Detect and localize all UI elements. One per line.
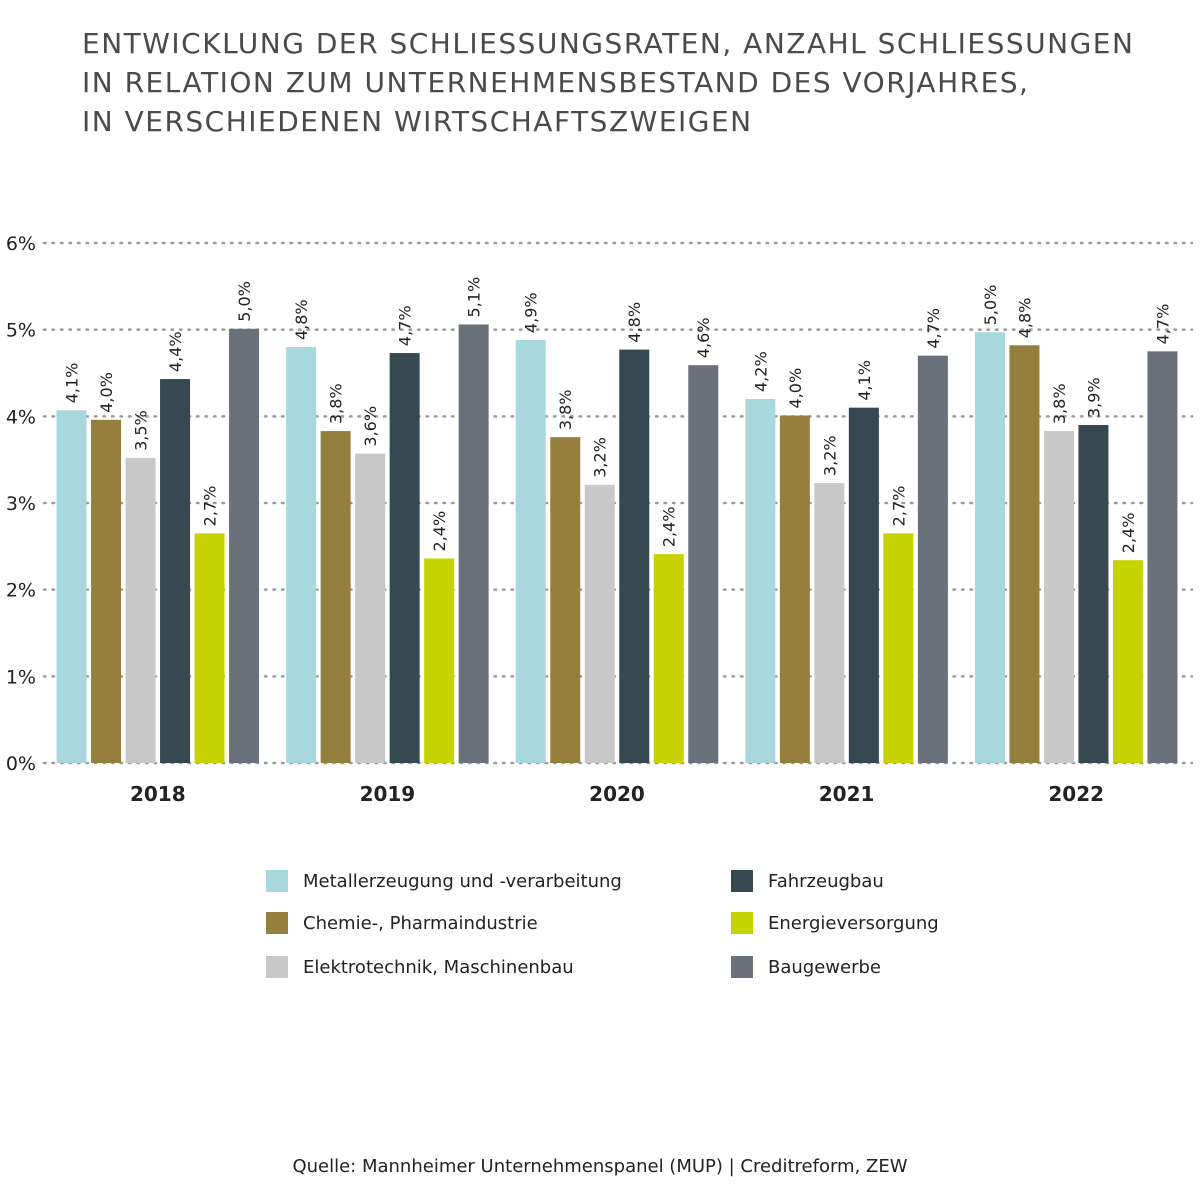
legend-item-elektrotechnik: Elektrotechnik, Maschinenbau	[266, 956, 574, 978]
bar	[550, 437, 581, 763]
data-label: 2,7%	[201, 486, 220, 527]
data-label: 2,4%	[1119, 513, 1138, 554]
y-tick-label: 0%	[6, 753, 36, 775]
legend-label: Chemie-, Pharmaindustrie	[303, 912, 538, 934]
bar	[1043, 431, 1074, 763]
legend-item-fahrzeugbau: Fahrzeugbau	[731, 870, 884, 892]
y-tick-label: 2%	[6, 580, 36, 602]
legend-item-metallerzeugung: Metallerzeugung und -verarbeitung	[266, 870, 622, 892]
bar	[848, 407, 879, 763]
legend-label: Metallerzeugung und -verarbeitung	[303, 870, 622, 892]
bar	[584, 484, 615, 763]
legend-swatch	[731, 956, 753, 978]
data-label: 2,4%	[430, 511, 449, 552]
bar	[653, 554, 684, 763]
legend-swatch	[266, 956, 288, 978]
bar	[355, 453, 386, 763]
legend-swatch	[731, 912, 753, 934]
data-label: 4,8%	[625, 302, 644, 343]
data-label: 4,0%	[97, 372, 116, 413]
bar	[779, 415, 810, 763]
legend-item-baugewerbe: Baugewerbe	[731, 956, 881, 978]
bar	[1112, 560, 1143, 763]
data-label: 4,2%	[751, 351, 770, 392]
bar	[320, 431, 351, 763]
bar	[745, 399, 776, 763]
data-label: 4,8%	[292, 299, 311, 340]
bar	[424, 558, 455, 763]
data-label: 5,0%	[981, 285, 1000, 326]
y-tick-label: 1%	[6, 666, 36, 688]
x-tick-label: 2018	[130, 782, 186, 806]
y-tick-label: 4%	[6, 406, 36, 428]
chart-title-line-1: ENTWICKLUNG DER SCHLIESSUNGSRATEN, ANZAH…	[82, 27, 1135, 60]
bar	[515, 340, 546, 763]
data-label: 4,0%	[786, 368, 805, 409]
data-label: 4,1%	[63, 363, 82, 404]
bar	[619, 349, 650, 763]
bar	[1147, 351, 1178, 763]
bar	[389, 353, 420, 763]
data-label: 2,7%	[889, 486, 908, 527]
data-label: 4,8%	[1015, 298, 1034, 339]
bar	[125, 457, 156, 763]
chart-title: ENTWICKLUNG DER SCHLIESSUNGSRATEN, ANZAH…	[82, 24, 1162, 141]
data-label: 3,6%	[361, 406, 380, 447]
legend-label: Elektrotechnik, Maschinenbau	[303, 956, 574, 978]
data-label: 3,2%	[591, 437, 610, 478]
bar	[229, 328, 260, 763]
bar	[1078, 425, 1109, 763]
data-label: 4,9%	[522, 292, 541, 333]
y-tick-label: 6%	[6, 233, 36, 255]
bar	[286, 347, 317, 763]
bar	[160, 379, 191, 763]
bar	[814, 483, 845, 763]
chart-title-line-3: IN VERSCHIEDENEN WIRTSCHAFTSZWEIGEN	[82, 105, 753, 138]
y-tick-label: 3%	[6, 493, 36, 515]
data-label: 3,8%	[327, 383, 346, 424]
legend-label: Baugewerbe	[768, 956, 881, 978]
data-label: 5,0%	[235, 281, 254, 322]
x-tick-label: 2021	[819, 782, 875, 806]
data-label: 4,4%	[166, 331, 185, 372]
x-tick-label: 2022	[1048, 782, 1104, 806]
bar	[688, 365, 719, 763]
legend-swatch	[266, 912, 288, 934]
data-label: 4,7%	[924, 308, 943, 349]
data-label: 5,1%	[465, 277, 484, 318]
bar	[883, 533, 914, 763]
bar	[1009, 345, 1040, 763]
chart-title-line-2: IN RELATION ZUM UNTERNEHMENSBESTAND DES …	[82, 66, 1030, 99]
legend-swatch	[266, 870, 288, 892]
data-label: 3,8%	[1050, 383, 1069, 424]
data-label: 3,2%	[820, 435, 839, 476]
bar	[458, 324, 489, 763]
data-label: 4,7%	[396, 305, 415, 346]
legend-swatch	[731, 870, 753, 892]
legend-item-chemie: Chemie-, Pharmaindustrie	[266, 912, 538, 934]
bar	[917, 355, 948, 763]
data-label: 4,1%	[855, 360, 874, 401]
bar	[194, 533, 225, 763]
bar	[974, 332, 1005, 763]
bar	[56, 410, 87, 763]
data-label: 4,7%	[1153, 304, 1172, 345]
legend-label: Fahrzeugbau	[768, 870, 884, 892]
x-tick-label: 2020	[589, 782, 645, 806]
bar	[91, 419, 122, 763]
legend-label: Energieversorgung	[768, 912, 939, 934]
data-label: 4,6%	[694, 318, 713, 359]
data-label: 3,5%	[132, 410, 151, 451]
source-note: Quelle: Mannheimer Unternehmenspanel (MU…	[292, 1156, 908, 1177]
data-label: 3,9%	[1084, 377, 1103, 418]
data-label: 3,8%	[556, 389, 575, 430]
legend-item-energieversorgung: Energieversorgung	[731, 912, 939, 934]
x-tick-label: 2019	[360, 782, 416, 806]
y-tick-label: 5%	[6, 320, 36, 342]
bar-chart: 0% 1% 2% 3% 4% 5% 6% 4,1% 4,0% 3,5% 4,4% 2,7% 5,0% 20…	[6, 233, 1194, 806]
data-label: 2,4%	[660, 506, 679, 547]
